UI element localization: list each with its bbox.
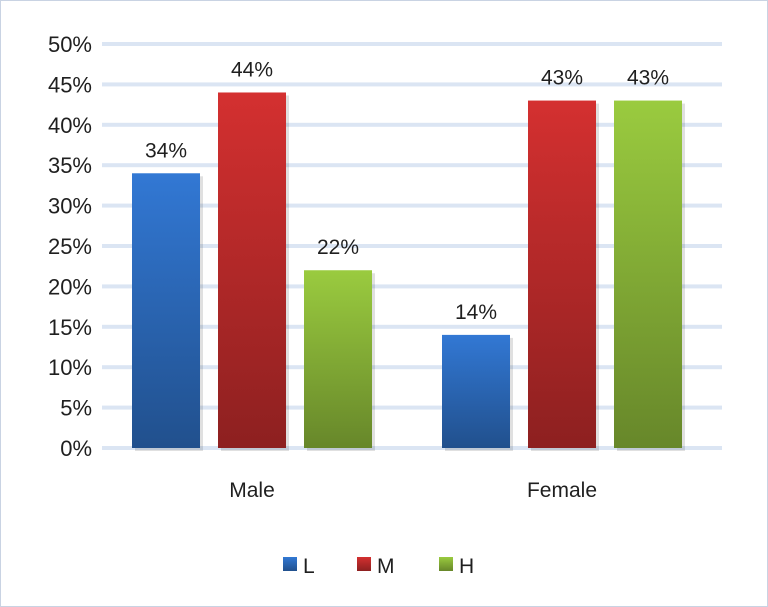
y-tick-label: 30% — [48, 194, 92, 219]
y-tick-label: 25% — [48, 234, 92, 259]
gridline — [102, 284, 722, 289]
data-label: 44% — [231, 58, 273, 81]
gridline — [102, 446, 722, 450]
data-labels: 34% 44% 22% 14% 43% 43% — [145, 58, 669, 323]
bars — [132, 92, 685, 451]
legend-swatch — [283, 557, 297, 571]
legend-swatch — [357, 557, 371, 571]
y-tick-label: 50% — [48, 32, 92, 57]
gridline — [102, 163, 722, 168]
y-tick-label: 0% — [60, 436, 92, 461]
y-tick-label: 10% — [48, 355, 92, 380]
data-label: 14% — [455, 301, 497, 324]
y-tick-label: 40% — [48, 113, 92, 138]
gridline — [102, 244, 722, 248]
y-tick-label: 20% — [48, 274, 92, 299]
gridline — [102, 365, 722, 370]
bar-M-female — [528, 100, 596, 448]
gridline — [102, 42, 722, 46]
data-label: 34% — [145, 139, 187, 162]
bar-L-male — [132, 173, 200, 448]
gridline — [102, 324, 722, 329]
gridline — [102, 203, 722, 208]
x-axis: Male Female — [229, 479, 597, 502]
legend-label: H — [459, 555, 474, 578]
x-tick-label: Male — [229, 479, 275, 502]
data-label: 43% — [627, 67, 669, 90]
gridline — [102, 122, 722, 127]
y-tick-label: 15% — [48, 315, 92, 340]
bar-H-male — [304, 270, 372, 448]
y-tick-label: 45% — [48, 72, 92, 97]
x-tick-label: Female — [527, 479, 597, 502]
gridlines — [102, 42, 722, 450]
legend-label: M — [377, 555, 395, 578]
bar-L-female — [442, 334, 510, 448]
bar-H-female — [614, 100, 682, 448]
bar-M-male — [218, 92, 286, 448]
legend-label: L — [303, 555, 315, 578]
y-tick-label: 35% — [48, 153, 92, 178]
y-tick-label: 5% — [60, 396, 92, 421]
data-label: 22% — [317, 236, 359, 259]
legend-swatch — [439, 557, 453, 571]
gridline — [102, 405, 722, 410]
data-label: 43% — [541, 67, 583, 90]
gridline — [102, 82, 722, 87]
y-axis: 0% 5% 10% 15% 20% 25% 30% 35% 40% 45% 50% — [48, 32, 92, 461]
